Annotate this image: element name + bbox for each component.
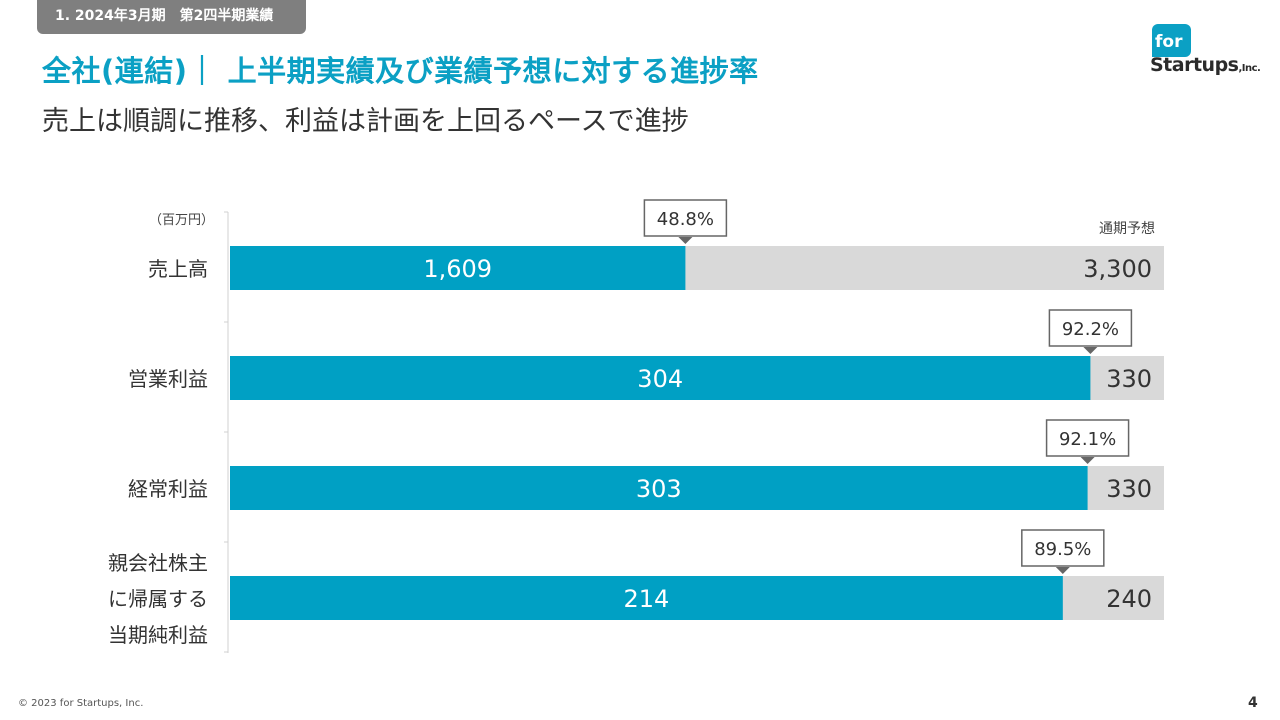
progress-callout-pointer: [678, 237, 693, 244]
progress-rate-label: 89.5%: [1034, 539, 1091, 560]
progress-rate-label: 48.8%: [657, 209, 714, 230]
section-tag: 1. 2024年3月期 第2四半期業績: [37, 0, 306, 34]
logo-wordmark: Startups,Inc.: [1150, 54, 1261, 76]
forecast-header: 通期予想: [1099, 221, 1155, 237]
unit-label: （百万円）: [149, 213, 214, 228]
progress-rate-label: 92.1%: [1059, 429, 1116, 450]
forecast-value-label: 240: [1106, 585, 1152, 613]
category-label: 売上高: [148, 257, 208, 281]
actual-value-label: 1,609: [423, 255, 492, 283]
actual-bar: [230, 246, 686, 290]
category-label: 経常利益: [128, 477, 208, 501]
actual-bar: [230, 576, 1063, 620]
category-label: に帰属する: [108, 587, 208, 611]
forecast-value-label: 3,300: [1083, 255, 1152, 283]
page-subtitle: 売上は順調に推移、利益は計画を上回るペースで進捗: [42, 106, 689, 137]
progress-callout-pointer: [1080, 457, 1095, 464]
page-title: 全社(連結)｜ 上半期実績及び業績予想に対する進捗率: [42, 54, 759, 88]
progress-rate-label: 92.2%: [1062, 319, 1119, 340]
logo-main: Startups: [1150, 54, 1239, 76]
page-number: 4: [1248, 695, 1258, 711]
category-label: 当期純利益: [108, 623, 208, 647]
actual-value-label: 214: [624, 585, 670, 613]
company-logo: for Startups,Inc.: [1150, 24, 1262, 80]
forecast-value-label: 330: [1106, 475, 1152, 503]
actual-value-label: 304: [637, 365, 683, 393]
progress-callout-box: [643, 199, 728, 237]
progress-callout-pointer: [1083, 347, 1098, 354]
progress-callout-box: [1021, 529, 1105, 567]
actual-bar: [230, 466, 1088, 510]
logo-suffix: ,Inc.: [1238, 63, 1261, 74]
category-label: 親会社株主: [108, 551, 208, 575]
actual-bar: [230, 356, 1091, 400]
logo-badge: for: [1152, 24, 1191, 57]
progress-callout-box: [1045, 419, 1130, 457]
progress-callout-pointer: [1055, 567, 1070, 574]
forecast-value-label: 330: [1106, 365, 1152, 393]
category-label: 営業利益: [128, 367, 208, 391]
copyright: © 2023 for Startups, Inc.: [18, 698, 144, 709]
actual-value-label: 303: [636, 475, 682, 503]
progress-callout-box: [1048, 309, 1133, 347]
